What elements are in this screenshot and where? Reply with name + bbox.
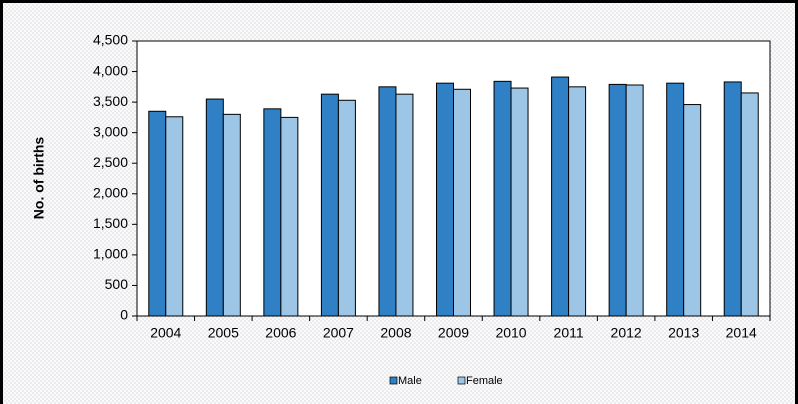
bar xyxy=(510,87,529,317)
x-tick-label: 2012 xyxy=(611,325,642,341)
x-tick-label: 2007 xyxy=(323,325,354,341)
y-tick-label: 0 xyxy=(120,307,128,323)
y-tick-label: 1,500 xyxy=(93,215,128,231)
y-tick-label: 4,500 xyxy=(93,32,128,48)
y-tick-label: 500 xyxy=(105,276,129,292)
y-tick-label: 2,000 xyxy=(93,184,128,200)
plot-border xyxy=(136,40,771,317)
bar xyxy=(280,116,299,317)
y-axis-label: No. of births xyxy=(31,137,47,220)
bar xyxy=(337,99,356,317)
x-tick-label: 2014 xyxy=(726,325,757,341)
x-tick-label: 2005 xyxy=(208,325,239,341)
x-tick-label: 2008 xyxy=(380,325,411,341)
bar xyxy=(436,82,454,317)
bar xyxy=(683,104,702,317)
x-tick-label: 2010 xyxy=(495,325,526,341)
y-tick-label: 3,000 xyxy=(93,123,128,139)
bar xyxy=(625,84,644,317)
legend-swatch xyxy=(389,376,398,385)
legend-label: Female xyxy=(466,375,503,387)
y-tick-label: 4,000 xyxy=(93,62,128,78)
bar xyxy=(453,88,471,317)
bar xyxy=(205,98,224,317)
y-tick-label: 3,500 xyxy=(93,93,128,109)
x-tick-label: 2006 xyxy=(265,325,296,341)
bar xyxy=(666,82,685,317)
bar xyxy=(740,92,759,317)
legend-swatch xyxy=(457,376,466,385)
x-tick-label: 2004 xyxy=(150,325,181,341)
bar xyxy=(378,86,397,317)
x-tick-label: 2011 xyxy=(554,325,584,341)
bar xyxy=(551,76,570,317)
bar xyxy=(395,93,414,317)
bar xyxy=(148,110,167,317)
y-tick-label: 1,000 xyxy=(93,246,128,262)
bar xyxy=(608,83,627,317)
x-tick-label: 2013 xyxy=(668,325,699,341)
y-tick-label: 2,500 xyxy=(93,154,128,170)
bar xyxy=(263,108,282,317)
bar xyxy=(723,81,742,317)
bar xyxy=(165,116,184,317)
bar xyxy=(320,93,339,317)
bar xyxy=(222,113,241,317)
bar xyxy=(493,80,512,317)
bar xyxy=(568,86,587,317)
legend-label: Male xyxy=(398,375,422,387)
x-tick-label: 2009 xyxy=(438,325,469,341)
